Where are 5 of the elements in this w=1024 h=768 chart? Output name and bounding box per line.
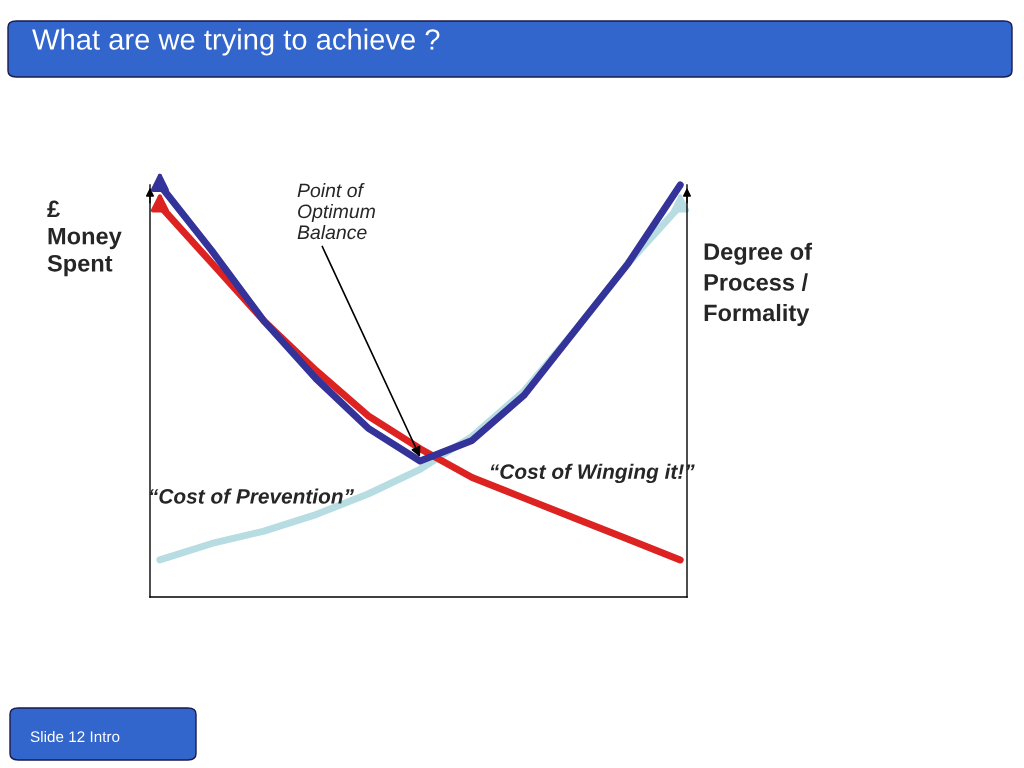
x-axis-title: Degree of Process / Formality: [704, 242, 813, 326]
chart-title: What are we trying to achieve ?: [32, 28, 440, 56]
y-axis-title: £ Money Spent: [47, 200, 122, 277]
annotation: Point of Optimum Balance: [297, 183, 375, 240]
text: Slide 12 Intro: [30, 730, 120, 743]
